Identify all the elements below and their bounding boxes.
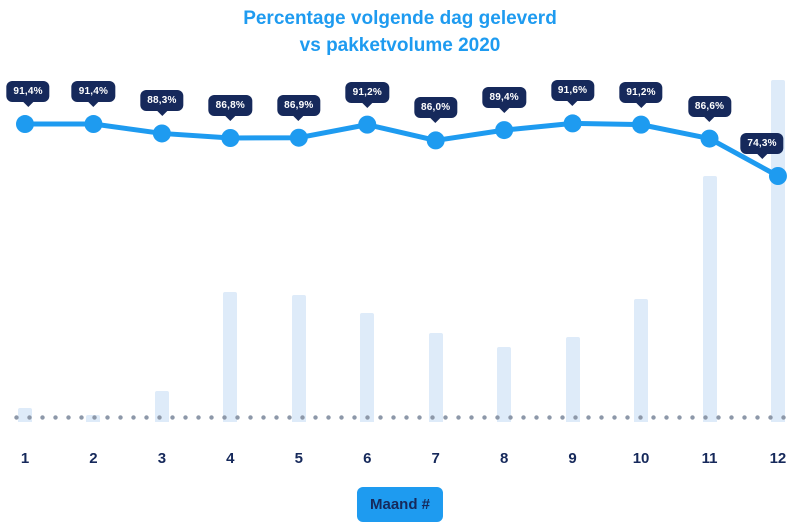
baseline-dotted-line bbox=[14, 415, 786, 420]
x-axis-tick-label: 2 bbox=[89, 450, 98, 467]
value-tooltip: 91,6% bbox=[550, 80, 595, 102]
x-axis-tick-label: 3 bbox=[157, 450, 167, 467]
value-tooltip: 91,2% bbox=[619, 81, 663, 103]
x-axis-tick-label: 7 bbox=[431, 450, 440, 467]
volume-bar bbox=[291, 295, 306, 422]
value-tooltip: 91,2% bbox=[345, 81, 389, 103]
data-point bbox=[84, 115, 103, 134]
x-axis-tick-label: 10 bbox=[632, 450, 650, 467]
value-tooltip: 91,4% bbox=[6, 81, 50, 103]
x-axis-tick-label: 9 bbox=[568, 450, 577, 467]
volume-bar bbox=[634, 298, 649, 422]
value-tooltip: 91,4% bbox=[71, 81, 116, 103]
x-axis-tick-label: 1 bbox=[20, 450, 30, 467]
value-tooltip: 74,3% bbox=[740, 133, 784, 154]
chart-title: Percentage volgende dag geleverd vs pakk… bbox=[0, 6, 800, 59]
x-axis-tick-label: 5 bbox=[294, 450, 303, 467]
x-axis-tick-label: 8 bbox=[499, 450, 509, 467]
value-tooltip: 86,0% bbox=[414, 97, 458, 119]
volume-bar bbox=[702, 175, 717, 422]
data-point bbox=[358, 115, 377, 134]
volume-bar bbox=[223, 292, 238, 422]
x-axis-tick-label: 4 bbox=[226, 450, 235, 467]
data-point bbox=[289, 128, 308, 147]
value-tooltip: 89,4% bbox=[482, 87, 526, 109]
volume-bar bbox=[770, 80, 785, 422]
chart-title-line1: Percentage volgende dag geleverd bbox=[243, 8, 557, 29]
volume-bar bbox=[565, 336, 580, 422]
x-axis-tick-label: 6 bbox=[363, 450, 372, 467]
x-axis-tick-label: 11 bbox=[701, 450, 718, 467]
data-point bbox=[632, 115, 651, 134]
percentage-line bbox=[22, 120, 781, 179]
value-tooltip: 88,3% bbox=[140, 90, 184, 112]
chart-title-line2: vs pakketvolume 2020 bbox=[299, 34, 501, 56]
value-tooltip: 86,6% bbox=[687, 95, 732, 117]
value-tooltip: 86,8% bbox=[208, 95, 253, 116]
data-point bbox=[495, 121, 514, 140]
value-tooltip: 86,9% bbox=[277, 94, 321, 116]
volume-bar bbox=[360, 312, 375, 422]
data-point bbox=[426, 131, 445, 150]
data-point bbox=[768, 167, 787, 185]
data-point bbox=[152, 124, 171, 143]
volume-bar bbox=[428, 333, 443, 422]
data-point bbox=[700, 129, 719, 148]
x-axis-tick-label: 12 bbox=[769, 450, 787, 467]
x-axis-label-badge: Maand # bbox=[356, 487, 444, 522]
data-point bbox=[16, 115, 34, 134]
data-point bbox=[563, 114, 582, 133]
volume-bar bbox=[154, 391, 169, 422]
volume-bar bbox=[497, 346, 512, 422]
data-point bbox=[221, 129, 240, 147]
